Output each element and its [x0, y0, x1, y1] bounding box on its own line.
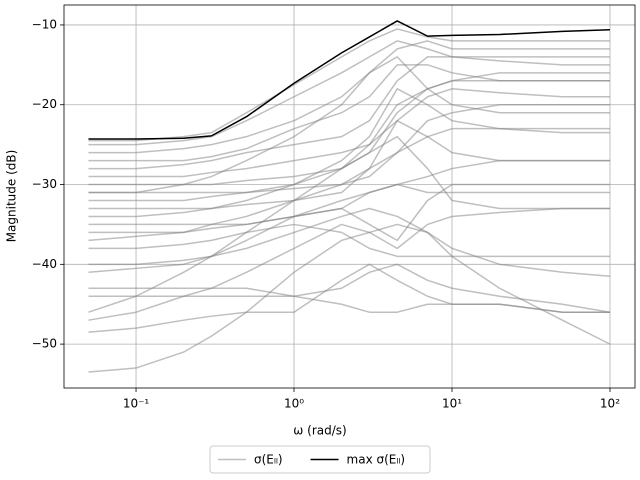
y-tick-label: −20 [32, 97, 57, 111]
legend: σ(Eₗₗ) max σ(Eₗₗ) [209, 445, 431, 474]
x-tick-label: 10⁰ [284, 397, 304, 411]
x-tick-label: 10² [600, 397, 620, 411]
line [88, 207, 610, 321]
line [88, 135, 610, 210]
line [88, 28, 610, 142]
line [88, 127, 610, 242]
line [88, 183, 610, 226]
line [88, 223, 610, 258]
line [88, 40, 610, 154]
y-tick-label: −30 [32, 177, 57, 191]
line [88, 88, 610, 218]
y-tick-label: −10 [32, 17, 57, 31]
line [88, 119, 610, 210]
y-axis-label: Magnitude (dB) [5, 150, 19, 243]
line [88, 263, 611, 313]
line [88, 40, 610, 146]
plot-frame [63, 4, 636, 389]
line [88, 80, 610, 313]
line [88, 56, 610, 194]
line [88, 56, 610, 170]
line [88, 207, 611, 278]
line [88, 263, 610, 333]
y-tick-label: −50 [32, 337, 57, 351]
x-tick-label: 10⁻¹ [123, 397, 150, 411]
legend-label: max σ(Eₗₗ) [347, 453, 406, 467]
y-tick-label: −40 [32, 257, 57, 271]
line [88, 223, 611, 373]
x-tick-label: 10¹ [442, 397, 462, 411]
legend-label: σ(Eₗₗ) [254, 453, 283, 467]
line [88, 159, 610, 274]
x-axis-label: ω (rad/s) [293, 424, 346, 438]
line [88, 64, 610, 162]
line [88, 20, 611, 140]
